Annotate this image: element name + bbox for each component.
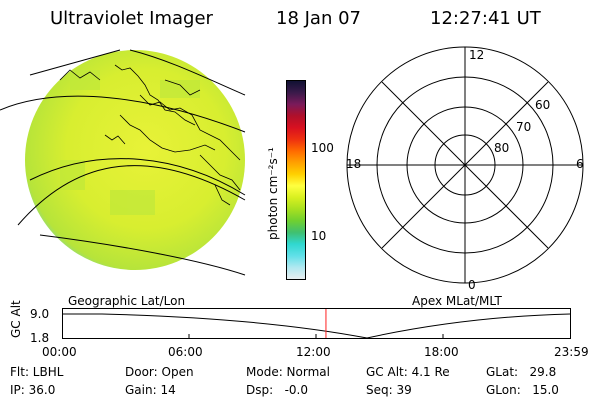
colorbar-unit-label: photon cm⁻²s⁻¹ [266,147,280,240]
coastlines [59,64,241,206]
altitude-plot [62,308,571,339]
altitude-curve [62,313,571,339]
time-label: 12:27:41 UT [430,8,541,29]
earth-disk [25,50,245,270]
glon-info: GLon: 15.0 [486,383,559,397]
altitude-xtick-2359: 23:59 [554,345,589,359]
glat-info: GLat: 29.8 [486,365,557,379]
altitude-xtick-1200: 12:00 [296,345,331,359]
colorbar-tick-100: 100 [311,141,334,155]
altitude-plot-frame [62,308,571,339]
dsp-info: Dsp: -0.0 [246,383,309,397]
polar-panel-label: Apex MLat/MLT [412,294,502,308]
mlat-label-70: 70 [516,120,531,134]
gain-info: Gain: 14 [125,383,176,397]
mlat-label-60: 60 [535,98,550,112]
altitude-xtick-0000: 00:00 [42,345,77,359]
mode-info: Mode: Normal [246,365,330,379]
date-label: 18 Jan 07 [276,8,361,29]
mlt-label-18: 18 [346,157,361,171]
mlt-meridian-diag-2 [381,81,549,249]
polar-plot: 12 18 6 0 60 70 80 [346,46,584,292]
door-info: Door: Open [125,365,194,379]
map-graticule [0,49,246,276]
ip-info: IP: 36.0 [10,383,56,397]
seq-info: Seq: 39 [366,383,412,397]
altitude-ytick-1-8: 1.8 [30,331,50,345]
altitude-xtick-0600: 06:00 [168,345,203,359]
mlt-label-0: 0 [468,278,476,292]
geographic-image [0,49,246,276]
mlat-label-80: 80 [494,141,509,155]
gc-alt-info: GC Alt: 4.1 Re [366,365,450,379]
altitude-xtick-1800: 18:00 [424,345,459,359]
altitude-ytick-9: 9.0 [30,307,50,321]
mlt-label-12: 12 [469,48,484,62]
geo-panel-label: Geographic Lat/Lon [68,294,186,308]
filter-info: Flt: LBHL [10,365,64,379]
color-bar [286,80,306,280]
altitude-ylabel: GC Alt [9,300,23,338]
mlt-label-6: 6 [576,157,584,171]
instrument-title: Ultraviolet Imager [50,8,213,29]
colorbar-tick-10: 10 [311,229,327,243]
